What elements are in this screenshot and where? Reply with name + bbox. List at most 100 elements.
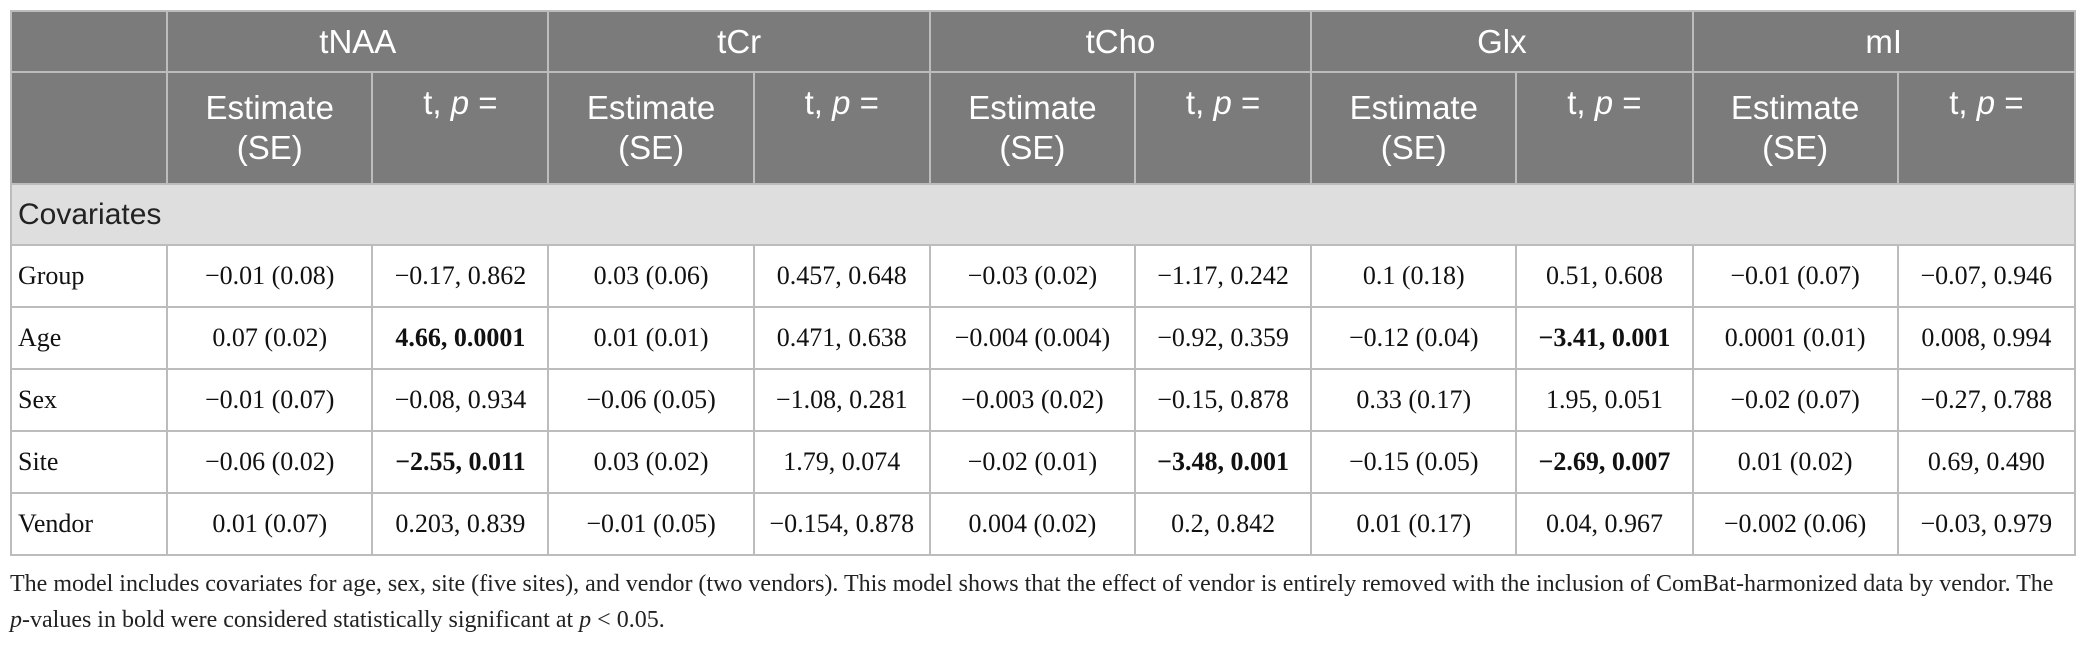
estimate-cell: 0.1 (0.18) xyxy=(1310,244,1518,308)
estimate-cell: 0.0001 (0.01) xyxy=(1691,306,1899,370)
t-p-cell: −0.92, 0.359 xyxy=(1134,306,1313,370)
section-label-covariates: Covariates xyxy=(10,183,2076,246)
header-corner-cell xyxy=(9,10,169,73)
results-table-container: tNAA tCr tCho Glx mI Estimate (SE) t, p = E… xyxy=(9,10,2077,556)
t-p-cell: 4.66, 0.0001 xyxy=(371,306,550,370)
subheader-t-p-glx: t, p = xyxy=(1515,71,1694,185)
t-p-cell: −0.07, 0.946 xyxy=(1896,244,2077,308)
section-row-covariates: Covariates xyxy=(10,183,2076,246)
t-p-cell: 0.51, 0.608 xyxy=(1515,244,1694,308)
subheader-estimate-line1: Estimate xyxy=(1730,89,1860,126)
footnote-p-italic-2: p xyxy=(579,607,592,633)
estimate-cell: −0.02 (0.07) xyxy=(1691,368,1899,432)
estimate-cell: −0.002 (0.06) xyxy=(1691,492,1899,556)
subheader-estimate-line1: Estimate xyxy=(586,89,716,126)
subheader-t-p-tcr: t, p = xyxy=(752,71,931,185)
header-group-tcr: tCr xyxy=(547,10,931,73)
footnote-text-1: The model includes covariates for age, s… xyxy=(10,571,2054,597)
estimate-cell: 0.07 (0.02) xyxy=(166,306,374,370)
table-row-vendor: Vendor 0.01 (0.07) 0.203, 0.839 −0.01 (0.05… xyxy=(9,492,2077,556)
subheader-equals: = xyxy=(1231,84,1261,121)
subheader-equals: = xyxy=(850,84,879,121)
estimate-cell: 0.01 (0.07) xyxy=(166,492,374,556)
subheader-equals: = xyxy=(1613,84,1642,121)
t-p-cell: −0.15, 0.878 xyxy=(1134,368,1313,432)
estimate-cell: −0.01 (0.07) xyxy=(166,368,374,432)
subheader-t-p-tcho: t, p = xyxy=(1134,71,1313,185)
subheader-estimate-line1: Estimate xyxy=(1349,89,1478,126)
subheader-p-italic: p xyxy=(1976,84,1996,121)
subheader-equals: = xyxy=(469,84,498,121)
t-p-cell: −0.03, 0.979 xyxy=(1896,492,2077,556)
table-row-site: Site −0.06 (0.02) −2.55, 0.011 0.03 (0.02) 1… xyxy=(9,430,2077,494)
table-footnote: The model includes covariates for age, s… xyxy=(10,566,2076,638)
estimate-cell: 0.01 (0.01) xyxy=(547,306,755,370)
estimate-cell: −0.12 (0.04) xyxy=(1310,306,1518,370)
t-p-cell: 0.04, 0.967 xyxy=(1515,492,1694,556)
subheader-estimate-glx: Estimate (SE) xyxy=(1310,71,1518,185)
header-group-mi: mI xyxy=(1691,10,2077,73)
estimate-cell: −0.06 (0.05) xyxy=(547,368,755,432)
estimate-cell: 0.03 (0.06) xyxy=(547,244,755,308)
t-p-cell: −1.17, 0.242 xyxy=(1134,244,1313,308)
header-group-tcho: tCho xyxy=(928,10,1313,73)
t-p-cell: −3.41, 0.001 xyxy=(1515,306,1694,370)
header-group-glx: Glx xyxy=(1310,10,1694,73)
estimate-cell: 0.33 (0.17) xyxy=(1310,368,1518,432)
estimate-cell: −0.01 (0.08) xyxy=(166,244,374,308)
t-p-cell: −3.48, 0.001 xyxy=(1134,430,1313,494)
footnote-text-2: -values in bold were considered statisti… xyxy=(22,607,580,633)
subheader-estimate-line2: (SE) xyxy=(1380,129,1447,166)
table-row-age: Age 0.07 (0.02) 4.66, 0.0001 0.01 (0.01) 0.4… xyxy=(9,306,2077,370)
estimate-cell: 0.03 (0.02) xyxy=(547,430,755,494)
header-group-tnaa: tNAA xyxy=(166,10,550,73)
estimate-cell: −0.06 (0.02) xyxy=(166,430,374,494)
subheader-p-italic: p xyxy=(1594,84,1614,121)
subheader-t-label: t, xyxy=(804,84,833,121)
header-row-subheaders: Estimate (SE) t, p = Estimate (SE) t, p = Esti… xyxy=(9,71,2077,185)
estimate-cell: −0.03 (0.02) xyxy=(928,244,1137,308)
estimate-cell: −0.15 (0.05) xyxy=(1310,430,1518,494)
t-p-cell: −2.55, 0.011 xyxy=(371,430,550,494)
estimate-cell: −0.01 (0.05) xyxy=(547,492,755,556)
subheader-estimate-line2: (SE) xyxy=(1762,129,1829,166)
estimate-cell: 0.01 (0.02) xyxy=(1691,430,1899,494)
t-p-cell: −0.08, 0.934 xyxy=(371,368,550,432)
estimate-cell: 0.004 (0.02) xyxy=(928,492,1137,556)
subheader-t-label: t, xyxy=(423,84,451,121)
subheader-p-italic: p xyxy=(450,84,470,121)
t-p-cell: 0.2, 0.842 xyxy=(1134,492,1313,556)
subheader-t-label: t, xyxy=(1949,84,1977,121)
subheader-t-label: t, xyxy=(1185,84,1214,121)
estimate-cell: 0.01 (0.17) xyxy=(1310,492,1518,556)
results-table: tNAA tCr tCho Glx mI Estimate (SE) t, p = E… xyxy=(9,10,2077,556)
subheader-estimate-tcho: Estimate (SE) xyxy=(928,71,1137,185)
t-p-cell: −0.27, 0.788 xyxy=(1896,368,2077,432)
subheader-estimate-tnaa: Estimate (SE) xyxy=(166,71,374,185)
t-p-cell: 0.203, 0.839 xyxy=(371,492,550,556)
subheader-t-p-tnaa: t, p = xyxy=(371,71,550,185)
row-label: Sex xyxy=(9,368,169,432)
header-row-groups: tNAA tCr tCho Glx mI xyxy=(9,10,2077,73)
t-p-cell: −2.69, 0.007 xyxy=(1515,430,1694,494)
t-p-cell: 0.008, 0.994 xyxy=(1896,306,2077,370)
t-p-cell: −1.08, 0.281 xyxy=(752,368,931,432)
subheader-estimate-line1: Estimate xyxy=(205,89,334,126)
subheader-estimate-line1: Estimate xyxy=(968,89,1097,126)
estimate-cell: −0.004 (0.004) xyxy=(928,306,1137,370)
table-row-group: Group −0.01 (0.08) −0.17, 0.862 0.03 (0.06)… xyxy=(9,244,2077,308)
row-label: Group xyxy=(9,244,169,308)
subheader-estimate-line2: (SE) xyxy=(618,129,685,166)
subheader-p-italic: p xyxy=(1213,84,1232,121)
subheader-t-p-mi: t, p = xyxy=(1896,71,2077,185)
t-p-cell: −0.154, 0.878 xyxy=(752,492,931,556)
t-p-cell: 1.79, 0.074 xyxy=(752,430,931,494)
subheader-equals: = xyxy=(1995,84,2024,121)
subheader-estimate-line2: (SE) xyxy=(236,129,303,166)
t-p-cell: 0.471, 0.638 xyxy=(752,306,931,370)
header-corner-cell-2 xyxy=(9,71,169,185)
row-label: Vendor xyxy=(9,492,169,556)
estimate-cell: −0.02 (0.01) xyxy=(928,430,1137,494)
t-p-cell: 1.95, 0.051 xyxy=(1515,368,1694,432)
subheader-estimate-mi: Estimate (SE) xyxy=(1691,71,1899,185)
